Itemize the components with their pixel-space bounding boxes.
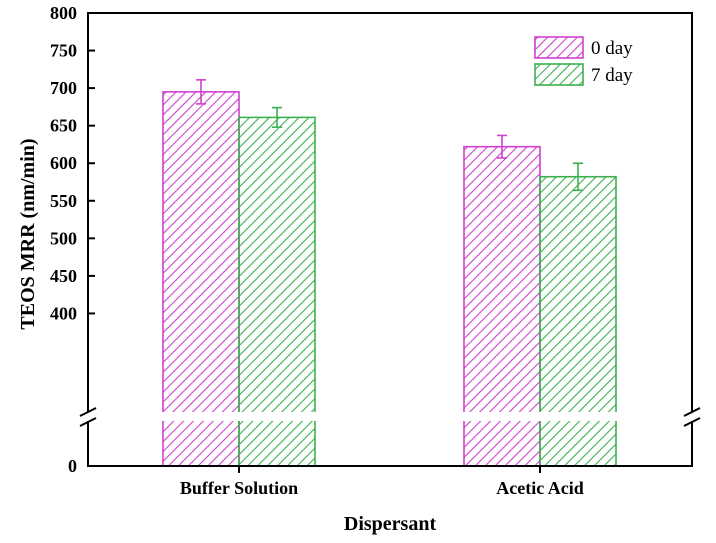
y-tick-label-650: 650: [50, 116, 77, 136]
legend-label-7-day: 7 day: [591, 65, 633, 86]
error-bar-acetic-acid-0-day: [497, 134, 507, 159]
y-tick-label-0: 0: [68, 456, 77, 476]
legend-swatch-7-day: [534, 63, 584, 86]
right-axis-break: [683, 407, 701, 427]
axis-break-gaps: [90, 412, 690, 421]
left-axis-break: [79, 407, 97, 427]
x-axis-ticks: Buffer Solution Acetic Acid: [180, 466, 584, 498]
legend-label-0-day: 0 day: [591, 38, 633, 59]
x-tick-label-buffer-solution: Buffer Solution: [180, 478, 298, 498]
error-bars-group: [196, 79, 583, 192]
x-axis-title: Dispersant: [344, 513, 437, 535]
plot-frame: [87, 12, 693, 467]
y-tick-label-400: 400: [50, 303, 77, 323]
y-tick-label-800: 800: [50, 3, 77, 23]
error-bar-acetic-acid-7-day: [573, 162, 583, 192]
y-tick-label-750: 750: [50, 41, 77, 61]
bar-buffer-solution-7-day: [238, 116, 316, 467]
y-axis-title: TEOS MRR (nm/min): [17, 138, 39, 329]
error-bar-buffer-solution-7-day: [272, 106, 282, 128]
legend-swatch-0-day: [534, 36, 584, 59]
y-tick-label-500: 500: [50, 228, 77, 248]
axis-break-gap: [90, 412, 690, 421]
bar-acetic-acid-7-day: [539, 175, 617, 467]
y-tick-label-550: 550: [50, 191, 77, 211]
y-tick-label-700: 700: [50, 78, 77, 98]
bar-buffer-solution-0-day: [162, 91, 240, 467]
axis-break-marks: [79, 407, 701, 427]
y-axis-ticks: 0 400 450 500 550 600 650 700 750 800: [50, 3, 95, 476]
bars-group: [162, 91, 617, 467]
legend: 0 day 7 day: [534, 36, 633, 86]
y-tick-label-450: 450: [50, 266, 77, 286]
error-bar-buffer-solution-0-day: [196, 79, 206, 105]
x-tick-label-acetic-acid: Acetic Acid: [496, 478, 583, 498]
y-tick-label-600: 600: [50, 153, 77, 173]
